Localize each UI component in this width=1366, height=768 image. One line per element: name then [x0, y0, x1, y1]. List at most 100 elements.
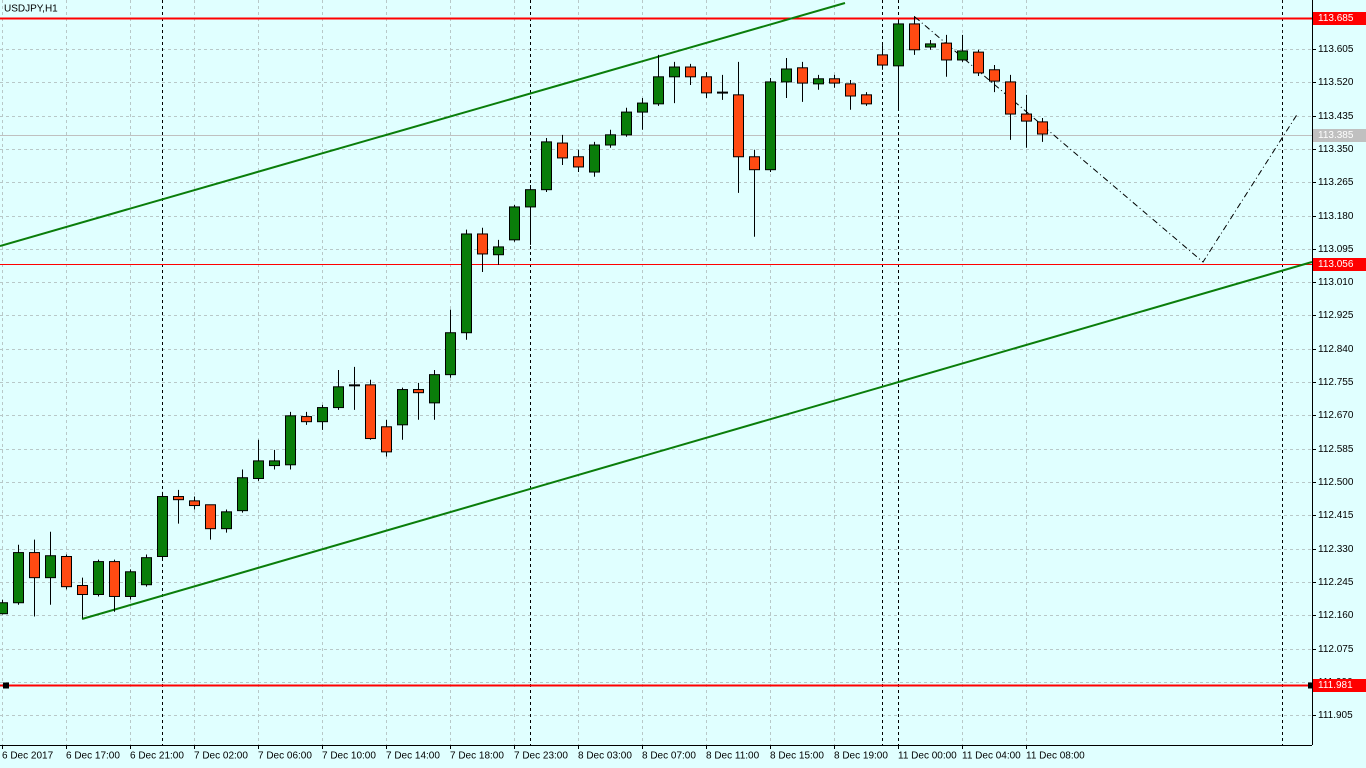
candle-body [813, 78, 824, 85]
y-tick-label: 112.245 [1318, 577, 1354, 588]
x-tick-label: 11 Dec 08:00 [1026, 751, 1085, 762]
candle-body [685, 66, 696, 78]
x-tick-label: 6 Dec 17:00 [66, 751, 120, 762]
y-tick-label: 112.670 [1318, 410, 1354, 421]
candle-body [557, 142, 568, 159]
candle-body [189, 500, 200, 507]
y-tick-label: 113.435 [1318, 111, 1354, 122]
y-tick-label: 112.160 [1318, 610, 1354, 621]
candle-body [637, 102, 648, 113]
candle-body [269, 460, 280, 467]
candle-body [957, 50, 968, 61]
candle-body [1037, 121, 1048, 135]
candle-body [781, 68, 792, 83]
x-tick-label: 7 Dec 02:00 [194, 751, 248, 762]
grid [0, 0, 1312, 745]
candle-body [445, 332, 456, 376]
separators [162, 0, 1283, 745]
candle-body [285, 415, 296, 466]
x-tick-label: 7 Dec 23:00 [514, 751, 568, 762]
candle-body [237, 477, 248, 512]
candle-body [253, 460, 264, 480]
x-tick-label: 6 Dec 2017 [2, 751, 54, 762]
trendlines [0, 2, 1313, 620]
x-tick-label: 11 Dec 04:00 [962, 751, 1021, 762]
candle-body [861, 94, 872, 105]
candle-body [381, 426, 392, 453]
candle-body [173, 496, 184, 501]
candle-body [333, 386, 344, 409]
y-tick-label: 111.905 [1318, 710, 1353, 721]
chart-title: USDJPY,H1 [4, 4, 58, 15]
x-tick-label: 8 Dec 07:00 [642, 751, 696, 762]
candle-body [317, 407, 328, 423]
candle-body [941, 42, 952, 61]
candle-body [349, 384, 360, 387]
candle-body [797, 67, 808, 84]
candle-body [205, 504, 216, 530]
candle-body [765, 81, 776, 171]
candle-body [93, 561, 104, 596]
x-tick-label: 7 Dec 14:00 [386, 751, 440, 762]
y-tick-label: 113.010 [1318, 277, 1354, 288]
candle-body [877, 54, 888, 66]
candle-body [653, 76, 664, 105]
y-tick-label: 112.075 [1318, 644, 1354, 655]
candle-body [893, 23, 904, 67]
candle-body [605, 134, 616, 146]
current-price-label: 113.385 [1318, 130, 1354, 141]
candle-body [397, 389, 408, 426]
x-tick-label: 11 Dec 00:00 [898, 751, 957, 762]
level-box [1313, 679, 1366, 692]
candles [0, 16, 1048, 619]
candle-body [733, 94, 744, 158]
candle-body [573, 156, 584, 168]
candle-body [1021, 113, 1032, 122]
candle-body [365, 384, 376, 440]
candle-body [45, 555, 56, 579]
candle-body [221, 511, 232, 530]
candle-body [989, 69, 1000, 82]
level-label: 111.981 [1318, 680, 1353, 691]
level-box [1313, 258, 1366, 271]
candle-body [301, 416, 312, 423]
candle-body [829, 78, 840, 84]
candle-body [973, 51, 984, 74]
candle-body [525, 189, 536, 208]
level-label: 113.685 [1318, 13, 1354, 24]
candle-body [429, 374, 440, 404]
y-tick-label: 113.520 [1318, 77, 1354, 88]
candle-body [621, 111, 632, 136]
x-tick-label: 6 Dec 21:00 [130, 751, 184, 762]
level-handle [3, 682, 9, 689]
candle-body [461, 233, 472, 334]
candle-body [749, 156, 760, 171]
candle-body [125, 571, 136, 597]
level-box [1313, 12, 1366, 25]
current-price-box [1313, 129, 1366, 142]
y-tick-label: 113.265 [1318, 177, 1354, 188]
candle-body [493, 246, 504, 256]
candle-body [141, 557, 152, 586]
level-handle [1308, 682, 1314, 689]
x-tick-label: 8 Dec 03:00 [578, 751, 632, 762]
candle-body [509, 206, 520, 241]
candle-body [61, 555, 72, 588]
x-tick-label: 8 Dec 11:00 [706, 751, 760, 762]
y-tick-label: 112.585 [1318, 444, 1354, 455]
candle-body [29, 552, 40, 579]
y-tick-label: 112.415 [1318, 510, 1354, 521]
level-label: 113.056 [1318, 259, 1354, 270]
candle-body [1005, 81, 1016, 115]
y-tick-label: 112.840 [1318, 344, 1354, 355]
y-tick-label: 112.925 [1318, 310, 1354, 321]
channel-upper [0, 2, 846, 247]
candle-body [589, 144, 600, 173]
candle-body [157, 496, 168, 557]
y-tick-label: 112.500 [1318, 477, 1354, 488]
candle-body [909, 23, 920, 51]
y-tick-label: 112.755 [1318, 377, 1354, 388]
